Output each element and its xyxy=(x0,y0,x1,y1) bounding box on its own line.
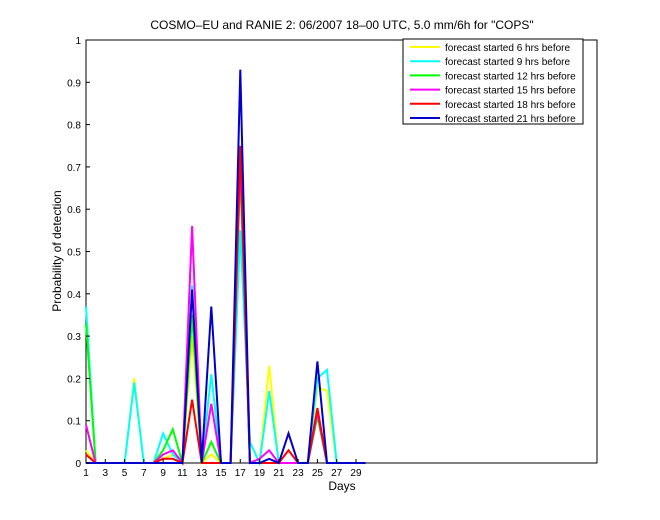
legend-label-2: forecast started 9 hrs before xyxy=(445,57,571,68)
legend-label-4: forecast started 15 hrs before xyxy=(445,86,576,97)
y-tick-label: 0.9 xyxy=(67,78,81,89)
x-axis: 1 3 5 7 9 11 13 15 17 19 21 23 25 27 29 xyxy=(83,459,362,479)
x-tick-label: 5 xyxy=(122,468,128,479)
y-tick-label: 0.8 xyxy=(67,121,81,132)
x-tick-label: 15 xyxy=(215,468,227,479)
x-tick-label: 27 xyxy=(331,468,343,479)
legend-items: forecast started 6 hrs before forecast st… xyxy=(410,43,576,125)
x-tick-label: 25 xyxy=(312,468,324,479)
y-tick-label: 0.4 xyxy=(67,290,81,301)
legend-label-6: forecast started 21 hrs before xyxy=(445,114,576,125)
y-axis-label: Probability of detection xyxy=(50,190,64,311)
x-tick-label: 17 xyxy=(235,468,247,479)
y-tick-label: 1 xyxy=(75,36,81,47)
legend-box xyxy=(402,38,584,125)
y-tick-label: 0.1 xyxy=(67,417,81,428)
y-tick-label: 0.3 xyxy=(67,332,81,343)
series-line-6 xyxy=(86,69,366,465)
legend-label-5: forecast started 18 hrs before xyxy=(445,100,576,111)
y-tick-label: 0.2 xyxy=(67,374,81,385)
legend-label-3: forecast started 12 hrs before xyxy=(445,71,576,82)
y-tick-label: 0.6 xyxy=(67,205,81,216)
y-tick-label: 0.5 xyxy=(67,248,81,259)
x-tick-label: 29 xyxy=(350,468,362,479)
legend: forecast started 6 hrs before forecast st… xyxy=(402,38,584,125)
x-tick-label: 21 xyxy=(273,468,285,479)
x-tick-label: 19 xyxy=(254,468,266,479)
series-layer xyxy=(85,69,366,467)
x-tick-label: 23 xyxy=(293,468,305,479)
x-tick-label: 9 xyxy=(160,468,166,479)
x-tick-label: 7 xyxy=(141,468,147,479)
legend-label-1: forecast started 6 hrs before xyxy=(445,43,571,54)
chart-title: COSMO–EU and RANIE 2: 06/2007 18–00 UTC,… xyxy=(150,18,533,32)
x-axis-label: Days xyxy=(328,479,355,493)
x-tick-label: 11 xyxy=(177,468,188,479)
x-tick-label: 13 xyxy=(196,468,208,479)
y-tick-label: 0 xyxy=(75,459,81,470)
y-tick-label: 0.7 xyxy=(67,163,81,174)
x-tick-label: 1 xyxy=(83,468,89,479)
y-axis: 0 0.1 0.2 0.3 0.4 0.5 0.6 0.7 0.8 0.9 1 xyxy=(67,36,90,470)
x-tick-label: 3 xyxy=(103,468,109,479)
